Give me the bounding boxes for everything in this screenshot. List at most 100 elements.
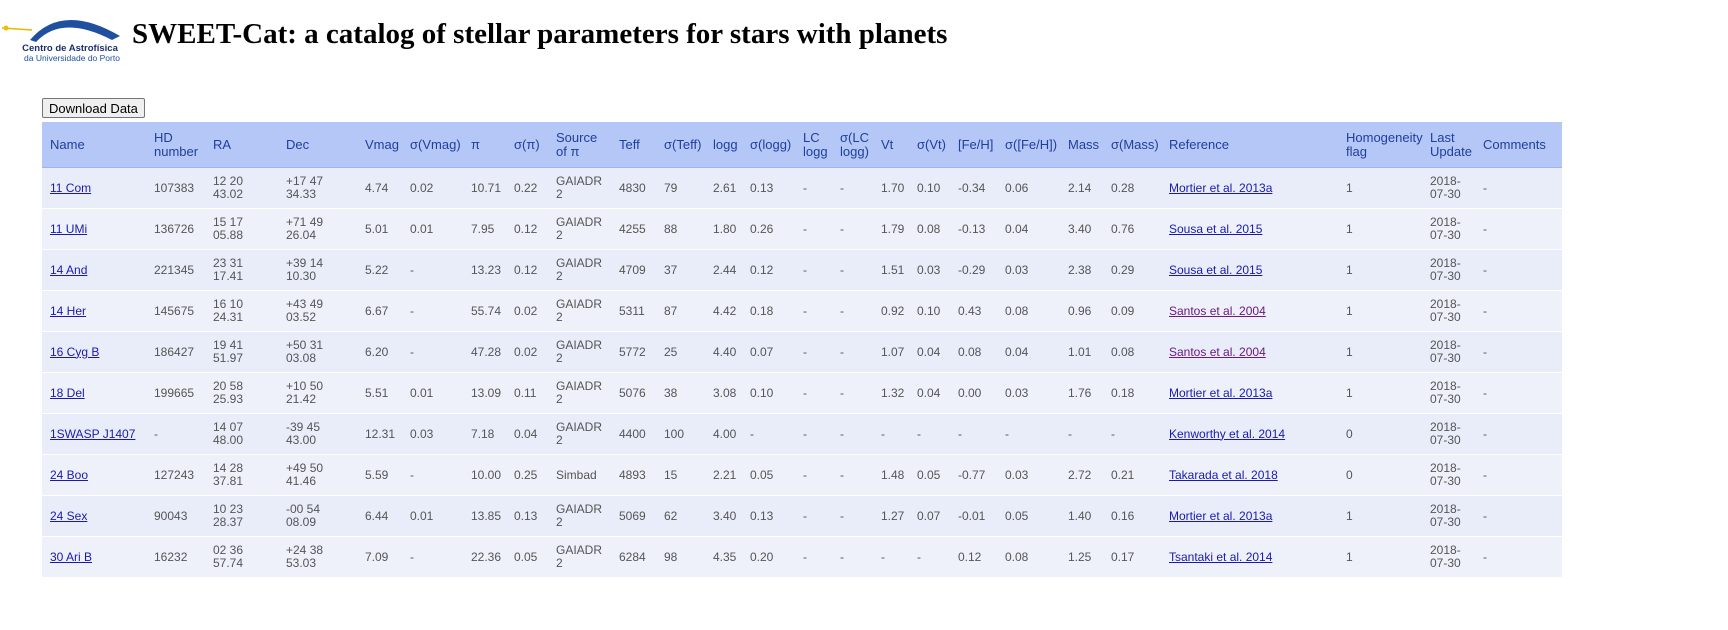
table-row: 14 Her 145675 16 10 24.31 +43 49 03.52 6.67-… xyxy=(42,290,1562,332)
table-cell: 1.32 xyxy=(873,372,909,414)
table-cell: 4.42 xyxy=(705,290,742,332)
table-cell: - xyxy=(742,413,795,455)
table-cell: 0.28 xyxy=(1103,167,1161,209)
table-cell: - xyxy=(832,249,873,291)
table-cell: 2.14 xyxy=(1060,167,1103,209)
table-row: 30 Ari B 16232 02 36 57.74 +24 38 53.03 7.09… xyxy=(42,536,1562,578)
table-cell: 12.31 xyxy=(357,413,402,455)
table-cell: 4709 xyxy=(611,249,656,291)
column-header: LC logg xyxy=(795,122,832,168)
table-cell: 4893 xyxy=(611,454,656,496)
star-link[interactable]: 1SWASP J1407 xyxy=(50,426,136,441)
table-cell: - xyxy=(146,413,205,455)
star-link[interactable]: 11 UMi xyxy=(50,221,88,236)
column-header: Comments xyxy=(1475,122,1562,168)
table-cell: GAIADR2 xyxy=(548,413,611,455)
reference-link[interactable]: Santos et al. 2004 xyxy=(1169,303,1266,318)
table-cell: - xyxy=(795,413,832,455)
table-cell: -0.34 xyxy=(950,167,997,209)
star-link[interactable]: 24 Sex xyxy=(50,508,88,523)
table-cell: 12 20 43.02 xyxy=(205,167,278,209)
table-cell: 11 UMi xyxy=(42,208,146,250)
table-cell: 10.00 xyxy=(463,454,506,496)
table-cell: 0.08 xyxy=(997,290,1060,332)
table-cell: 2.44 xyxy=(705,249,742,291)
table-cell: 0.13 xyxy=(742,495,795,537)
table-cell: - xyxy=(402,536,463,578)
table-cell: - xyxy=(795,495,832,537)
star-link[interactable]: 24 Boo xyxy=(50,467,89,482)
star-link[interactable]: 11 Com xyxy=(50,180,92,195)
header-row: Name HD number RA Dec Vmag σ(Vmag) π σ(π) Source… xyxy=(42,122,1562,168)
table-cell: 0.08 xyxy=(1103,331,1161,373)
reference-link[interactable]: Sousa et al. 2015 xyxy=(1169,262,1263,277)
star-link[interactable]: 16 Cyg B xyxy=(50,344,100,359)
table-cell: 0.12 xyxy=(950,536,997,578)
star-link[interactable]: 18 Del xyxy=(50,385,85,400)
table-cell: 0.11 xyxy=(506,372,548,414)
table-cell: 7.18 xyxy=(463,413,506,455)
table-row: 11 Com 107383 12 20 43.02 +17 47 34.33 4.74 0… xyxy=(42,167,1562,209)
table-cell: 0.05 xyxy=(742,454,795,496)
table-cell: 2018-07-30 xyxy=(1422,536,1475,578)
table-cell: 0.01 xyxy=(402,372,463,414)
table-cell: - xyxy=(1060,413,1103,455)
table-cell: 88 xyxy=(656,208,705,250)
table-cell: 1 xyxy=(1338,208,1422,250)
reference-link[interactable]: Mortier et al. 2013a xyxy=(1169,508,1273,523)
star-link[interactable]: 30 Ari B xyxy=(50,549,93,564)
reference-link[interactable]: Takarada et al. 2018 xyxy=(1169,467,1278,482)
table-cell: - xyxy=(1475,208,1562,250)
column-header: Source of π xyxy=(548,122,611,168)
column-header: σ(Mass) xyxy=(1103,122,1161,168)
table-cell: 16 Cyg B xyxy=(42,331,146,373)
reference-link[interactable]: Mortier et al. 2013a xyxy=(1169,180,1273,195)
star-link[interactable]: 14 Her xyxy=(50,303,87,318)
table-cell: 6.67 xyxy=(357,290,402,332)
table-cell: +17 47 34.33 xyxy=(278,167,357,209)
table-cell: 1.25 xyxy=(1060,536,1103,578)
reference-link[interactable]: Kenworthy et al. 2014 xyxy=(1169,426,1286,441)
reference-link[interactable]: Sousa et al. 2015 xyxy=(1169,221,1263,236)
table-cell: - xyxy=(832,413,873,455)
table-cell: 0.13 xyxy=(742,167,795,209)
table-cell: - xyxy=(832,536,873,578)
download-button[interactable]: Download Data xyxy=(42,98,145,118)
table-cell: 2018-07-30 xyxy=(1422,331,1475,373)
table-row: 24 Sex 90043 10 23 28.37 -00 54 08.09 6.44 0.… xyxy=(42,495,1562,537)
table-cell: -0.77 xyxy=(950,454,997,496)
table-cell: - xyxy=(909,536,950,578)
reference-link[interactable]: Santos et al. 2004 xyxy=(1169,344,1266,359)
table-cell: 2018-07-30 xyxy=(1422,372,1475,414)
table-cell: 221345 xyxy=(146,249,205,291)
table-cell: 1.48 xyxy=(873,454,909,496)
column-header: Vmag xyxy=(357,122,402,168)
reference-link[interactable]: Mortier et al. 2013a xyxy=(1169,385,1273,400)
table-row: 16 Cyg B 186427 19 41 51.97 +50 31 03.08 6.2… xyxy=(42,331,1562,373)
table-cell: 0.04 xyxy=(997,331,1060,373)
table-cell: - xyxy=(1475,454,1562,496)
table-cell: -39 45 43.00 xyxy=(278,413,357,455)
table-cell: 10.71 xyxy=(463,167,506,209)
star-link[interactable]: 14 And xyxy=(50,262,88,277)
table-cell: - xyxy=(402,454,463,496)
table-cell: 0.25 xyxy=(506,454,548,496)
table-cell: 24 Boo xyxy=(42,454,146,496)
table-cell: - xyxy=(950,413,997,455)
table-cell: 79 xyxy=(656,167,705,209)
table-cell: 14 28 37.81 xyxy=(205,454,278,496)
table-cell: Kenworthy et al. 2014 xyxy=(1161,413,1338,455)
table-cell: 16232 xyxy=(146,536,205,578)
table-cell: 0.03 xyxy=(402,413,463,455)
table-cell: 15 xyxy=(656,454,705,496)
table-cell: 0.20 xyxy=(742,536,795,578)
table-cell: 0.02 xyxy=(506,290,548,332)
reference-link[interactable]: Tsantaki et al. 2014 xyxy=(1169,549,1273,564)
table-cell: 14 Her xyxy=(42,290,146,332)
table-cell: 127243 xyxy=(146,454,205,496)
table-cell: 5069 xyxy=(611,495,656,537)
table-cell: 23 31 17.41 xyxy=(205,249,278,291)
table-cell: -00 54 08.09 xyxy=(278,495,357,537)
